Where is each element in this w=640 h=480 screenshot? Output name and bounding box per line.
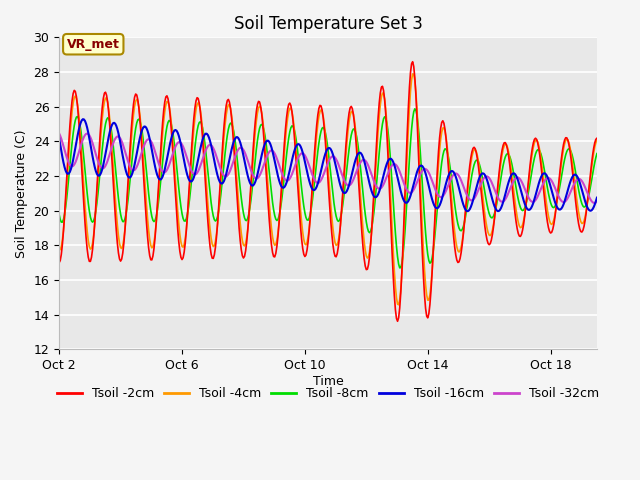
Text: VR_met: VR_met	[67, 38, 120, 51]
Tsoil -8cm	[396, 265, 404, 271]
Tsoil -8cm	[314, 149, 322, 155]
Tsoil -8cm	[582, 202, 590, 208]
Tsoil -8cm	[55, 212, 63, 217]
Tsoil -2cm	[409, 59, 417, 65]
Line: Tsoil -4cm: Tsoil -4cm	[59, 74, 597, 305]
Tsoil -2cm	[55, 260, 63, 265]
Tsoil -8cm	[311, 179, 319, 184]
Tsoil -32cm	[591, 200, 598, 206]
Tsoil -32cm	[580, 182, 588, 188]
Tsoil -16cm	[348, 174, 355, 180]
Tsoil -8cm	[499, 168, 506, 174]
Tsoil -16cm	[499, 203, 506, 208]
Tsoil -16cm	[312, 186, 319, 192]
Tsoil -16cm	[315, 177, 323, 182]
Tsoil -8cm	[346, 139, 354, 144]
Tsoil -32cm	[496, 198, 504, 204]
Tsoil -4cm	[593, 137, 601, 143]
Tsoil -8cm	[411, 106, 419, 112]
X-axis label: Time: Time	[313, 375, 344, 388]
Tsoil -2cm	[376, 100, 383, 106]
Tsoil -4cm	[55, 246, 63, 252]
Line: Tsoil -32cm: Tsoil -32cm	[59, 133, 597, 203]
Tsoil -4cm	[409, 71, 417, 77]
Tsoil -16cm	[464, 208, 472, 214]
Tsoil -4cm	[311, 158, 319, 164]
Tsoil -16cm	[376, 185, 384, 191]
Tsoil -2cm	[499, 147, 506, 153]
Tsoil -4cm	[376, 113, 383, 119]
Line: Tsoil -16cm: Tsoil -16cm	[59, 119, 597, 211]
Tsoil -32cm	[376, 186, 383, 192]
Tsoil -2cm	[314, 112, 322, 118]
Tsoil -4cm	[314, 121, 322, 127]
Tsoil -4cm	[499, 152, 506, 157]
Tsoil -8cm	[376, 150, 383, 156]
Tsoil -2cm	[346, 105, 354, 111]
Tsoil -2cm	[582, 210, 590, 216]
Tsoil -2cm	[394, 318, 401, 324]
Title: Soil Temperature Set 3: Soil Temperature Set 3	[234, 15, 422, 33]
Line: Tsoil -2cm: Tsoil -2cm	[59, 62, 597, 321]
Tsoil -4cm	[395, 302, 403, 308]
Tsoil -16cm	[79, 116, 86, 122]
Tsoil -8cm	[593, 151, 601, 156]
Tsoil -4cm	[582, 208, 590, 214]
Tsoil -2cm	[593, 135, 601, 141]
Legend: Tsoil -2cm, Tsoil -4cm, Tsoil -8cm, Tsoil -16cm, Tsoil -32cm: Tsoil -2cm, Tsoil -4cm, Tsoil -8cm, Tsoi…	[52, 383, 604, 406]
Tsoil -16cm	[582, 202, 590, 207]
Tsoil -32cm	[593, 199, 601, 204]
Tsoil -4cm	[346, 112, 354, 118]
Tsoil -2cm	[311, 149, 319, 155]
Tsoil -32cm	[346, 182, 354, 188]
Tsoil -16cm	[593, 195, 601, 201]
Y-axis label: Soil Temperature (C): Soil Temperature (C)	[15, 129, 28, 258]
Tsoil -32cm	[314, 180, 322, 186]
Tsoil -32cm	[55, 131, 63, 136]
Line: Tsoil -8cm: Tsoil -8cm	[59, 109, 597, 268]
Tsoil -32cm	[311, 177, 319, 183]
Tsoil -16cm	[55, 135, 63, 141]
